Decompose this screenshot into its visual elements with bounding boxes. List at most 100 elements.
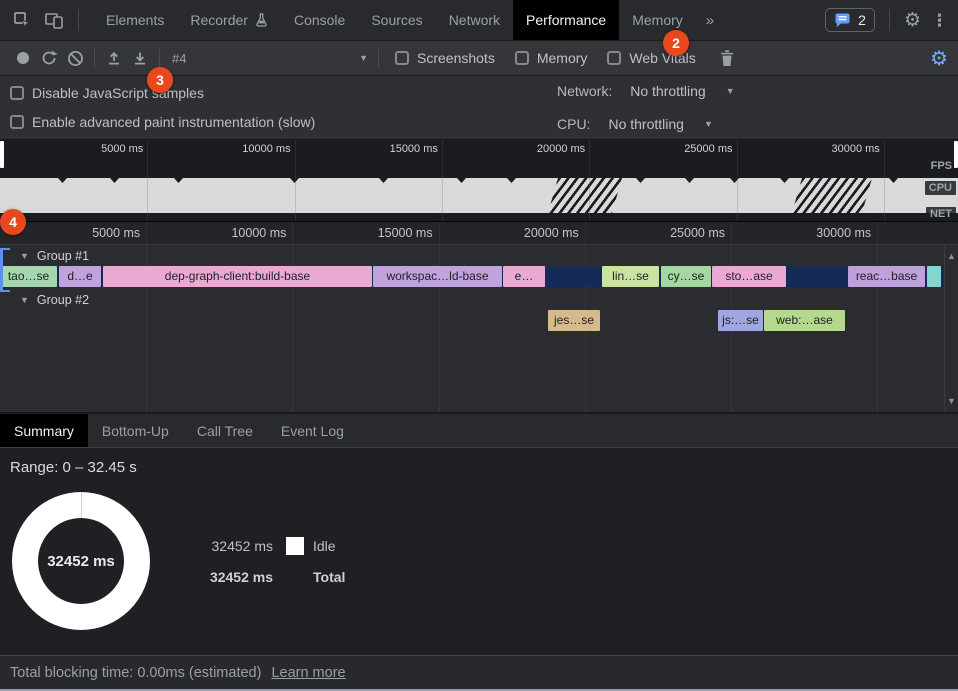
performance-toolbar: #4 ▼ Screenshots Memory Web Vitals ⚙	[0, 41, 958, 76]
overview-gridline	[883, 140, 885, 221]
range-handle-right[interactable]	[954, 141, 958, 168]
learn-more-link[interactable]: Learn more	[271, 664, 346, 681]
network-throttling-value[interactable]: No throttling	[630, 83, 706, 99]
cpu-throttling-label: CPU:	[557, 116, 591, 132]
cpu-dip	[730, 178, 739, 183]
tab-network[interactable]: Network	[436, 0, 513, 40]
flame-bar[interactable]: web:…ase	[764, 310, 845, 331]
overview-tick-label: 25000 ms	[684, 143, 733, 155]
overview-cpu-lane	[0, 178, 958, 213]
tab-performance[interactable]: Performance	[513, 0, 620, 40]
tab-sources[interactable]: Sources	[358, 0, 435, 40]
tab-summary[interactable]: Summary	[0, 414, 88, 447]
clear-button[interactable]	[62, 46, 88, 70]
flame-tick-label: 20000 ms	[523, 226, 579, 240]
flame-bar[interactable]: js:…se	[718, 310, 763, 331]
divider	[378, 49, 379, 67]
flame-bar[interactable]: dep-graph-client:build-base	[103, 266, 372, 287]
flame-bar[interactable]: reac…base	[848, 266, 925, 287]
tab-console[interactable]: Console	[281, 0, 358, 40]
issues-counter[interactable]: 2	[825, 8, 875, 32]
checkbox-enable-advanced-paint-instrumentation-slow[interactable]: Enable advanced paint instrumentation (s…	[10, 114, 315, 130]
tab-call-tree[interactable]: Call Tree	[183, 414, 267, 447]
tab-label: Memory	[632, 12, 683, 28]
record-button[interactable]	[10, 46, 36, 70]
cpu-dip	[58, 178, 67, 183]
flask-icon	[256, 13, 267, 27]
group-label: Group #1	[36, 249, 90, 263]
overview-gridline	[589, 140, 591, 221]
flame-chart[interactable]: 5000 ms 10000 ms 15000 ms 20000 ms 25000 ms 3…	[0, 222, 958, 413]
cpu-gridline	[441, 178, 443, 213]
legend-label: Total	[313, 569, 346, 585]
net-lane-label: NET	[926, 207, 956, 221]
vertical-scrollbar[interactable]: ▲ ▼	[944, 246, 958, 411]
cpu-dip	[507, 178, 516, 183]
tab-memory[interactable]: Memory	[619, 0, 696, 40]
overview-tick-label: 20000 ms	[536, 143, 586, 155]
flame-chart-ruler: 5000 ms 10000 ms 15000 ms 20000 ms 25000 ms 3…	[0, 222, 958, 245]
flame-tick-label: 30000 ms	[816, 226, 872, 240]
tab-event-log[interactable]: Event Log	[267, 414, 358, 447]
overview-gridline	[294, 140, 296, 221]
tab-elements[interactable]: Elements	[93, 0, 177, 40]
divider	[888, 9, 890, 31]
capture-settings-gear-icon[interactable]: ⚙	[930, 47, 948, 70]
cpu-dip	[379, 178, 388, 183]
settings-gear-icon[interactable]: ⚙	[903, 9, 921, 31]
cpu-dip	[290, 178, 299, 183]
trash-icon	[720, 49, 733, 66]
scroll-down-icon[interactable]: ▼	[947, 396, 956, 406]
overview-gridline	[736, 140, 738, 221]
range-handle-left[interactable]	[0, 141, 4, 168]
annotation-badge-4: 4	[0, 209, 26, 235]
donut-center-value: 32452 ms	[47, 552, 115, 570]
more-options-icon[interactable]: ⋮	[931, 10, 948, 30]
more-tabs-icon[interactable]: »	[705, 11, 715, 29]
cpu-gridline	[294, 178, 296, 213]
flame-bar[interactable]: tao…se	[0, 266, 57, 287]
group-header-group-1[interactable]: ▼ Group #1	[20, 249, 89, 263]
cpu-throttling-value[interactable]: No throttling	[608, 116, 684, 132]
checkbox-memory[interactable]: Memory	[514, 50, 588, 66]
flame-bar[interactable]: e…	[503, 266, 545, 287]
flame-bar[interactable]: jes…se	[548, 310, 600, 331]
legend-value: 32452 ms	[209, 569, 273, 585]
reload-and-record-button[interactable]	[36, 46, 62, 70]
flame-gridline	[146, 222, 148, 412]
chevron-down-icon[interactable]: ▼	[725, 85, 735, 96]
cpu-busy-region	[791, 178, 873, 213]
tab-recorder[interactable]: Recorder	[177, 0, 281, 40]
issues-count: 2	[858, 12, 866, 28]
checkbox-box	[514, 51, 529, 65]
tab-bottom-up[interactable]: Bottom-Up	[88, 414, 183, 447]
toolbar-checkboxes: Screenshots Memory Web Vitals	[395, 50, 696, 66]
group-header-group-2[interactable]: ▼ Group #2	[20, 293, 89, 307]
scroll-up-icon[interactable]: ▲	[947, 251, 956, 261]
flame-bar[interactable]: lin…se	[602, 266, 659, 287]
legend-swatch	[286, 537, 304, 555]
header-left-icons	[0, 0, 93, 40]
flame-bar[interactable]	[927, 266, 941, 287]
block-icon	[67, 50, 83, 66]
network-throttling-label: Network:	[557, 83, 613, 99]
tab-label: Call Tree	[196, 422, 253, 439]
flame-bar[interactable]: d…e	[59, 266, 101, 287]
cpu-gridline	[883, 178, 885, 213]
checkbox-label: Memory	[536, 50, 588, 66]
checkbox-screenshots[interactable]: Screenshots	[395, 50, 495, 66]
flame-bar[interactable]: cy…se	[661, 266, 711, 287]
load-profile-button[interactable]	[101, 46, 127, 70]
flame-bar[interactable]: workspac…ld-base	[373, 266, 502, 287]
session-history-select[interactable]: #4 ▼	[172, 51, 368, 66]
legend-row: 32452 ms Total	[198, 567, 345, 587]
overview-gridline	[441, 140, 443, 221]
device-toolbar-icon[interactable]	[42, 8, 66, 32]
save-profile-button[interactable]	[127, 46, 153, 70]
inspect-element-icon[interactable]	[10, 8, 34, 32]
delete-recording-button[interactable]	[714, 46, 740, 70]
chevron-down-icon[interactable]: ▼	[703, 118, 713, 129]
cpu-gridline	[736, 178, 738, 213]
flame-bar[interactable]: sto…ase	[712, 266, 786, 287]
timeline-overview[interactable]: FPS CPU NET 5000 ms 10000 ms 15000 ms 20000…	[0, 140, 958, 222]
